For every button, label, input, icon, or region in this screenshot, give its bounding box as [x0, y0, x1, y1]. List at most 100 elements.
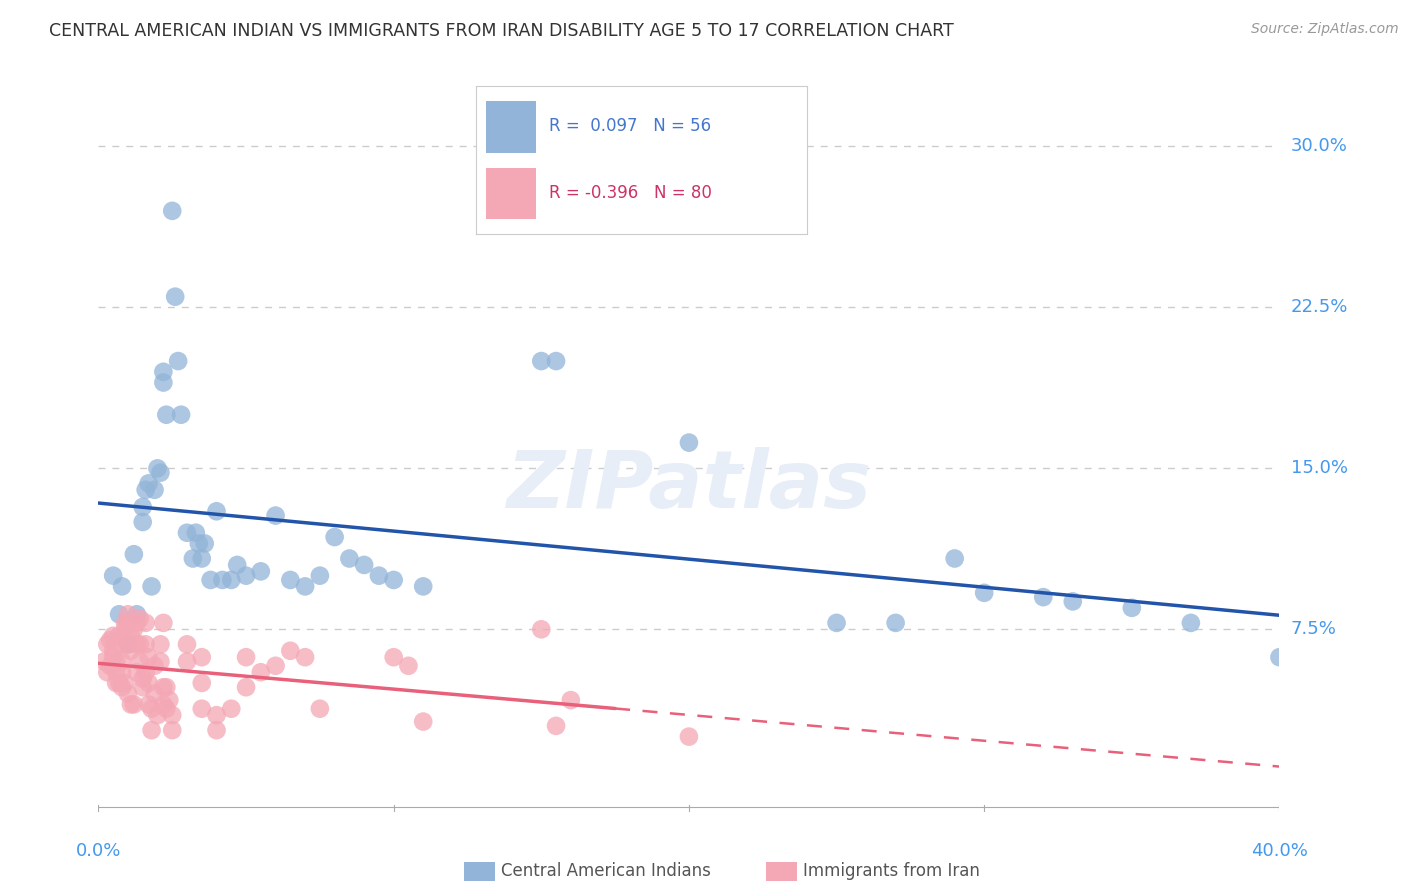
Point [132, 680, 155, 694]
Point [138, 650, 160, 665]
Point [221, 573, 243, 587]
Point [125, 615, 148, 630]
Point [309, 702, 332, 716]
Point [280, 644, 302, 658]
Point [122, 547, 145, 561]
Text: Central American Indians: Central American Indians [501, 863, 710, 880]
Point [155, 702, 177, 716]
Point [412, 714, 434, 729]
Point [103, 629, 125, 643]
Point [132, 672, 155, 686]
Point [546, 354, 568, 368]
Point [98, 633, 121, 648]
Point [108, 676, 131, 690]
Point [108, 629, 131, 643]
Point [678, 730, 700, 744]
Point [825, 615, 848, 630]
Point [294, 650, 316, 665]
Point [155, 408, 177, 422]
Text: 30.0%: 30.0% [1291, 137, 1347, 155]
Point [105, 676, 128, 690]
Point [108, 607, 131, 622]
Point [149, 655, 172, 669]
Point [678, 435, 700, 450]
Point [125, 607, 148, 622]
Point [191, 676, 214, 690]
Point [221, 702, 243, 716]
Point [98, 658, 121, 673]
Point [96, 637, 118, 651]
Point [530, 354, 553, 368]
Y-axis label: Disability Age 5 to 17: Disability Age 5 to 17 [0, 344, 8, 539]
Point [176, 655, 198, 669]
Point [114, 623, 136, 637]
Point [128, 611, 150, 625]
Point [103, 650, 125, 665]
Point [264, 658, 287, 673]
Point [132, 500, 155, 514]
Point [117, 687, 139, 701]
Point [143, 483, 166, 497]
Point [382, 573, 405, 587]
Point [111, 665, 134, 680]
Point [138, 698, 160, 712]
Point [111, 579, 134, 593]
Point [184, 525, 207, 540]
Point [96, 665, 118, 680]
Point [250, 565, 273, 579]
Point [943, 551, 966, 566]
Point [138, 676, 160, 690]
Text: Immigrants from Iran: Immigrants from Iran [803, 863, 980, 880]
Text: Source: ZipAtlas.com: Source: ZipAtlas.com [1251, 22, 1399, 37]
Point [176, 637, 198, 651]
Text: 0.0%: 0.0% [76, 842, 121, 860]
Point [205, 723, 228, 738]
Point [323, 530, 346, 544]
Point [103, 568, 125, 582]
Point [973, 586, 995, 600]
Point [157, 693, 180, 707]
Point [138, 476, 160, 491]
Point [155, 680, 177, 694]
Point [200, 573, 222, 587]
Point [546, 719, 568, 733]
Point [162, 203, 183, 218]
Point [152, 680, 174, 694]
Point [226, 558, 249, 572]
Point [205, 504, 228, 518]
Point [146, 461, 169, 475]
Point [1062, 594, 1084, 608]
Point [111, 680, 134, 694]
Point [368, 568, 391, 582]
Point [250, 665, 273, 680]
Point [117, 615, 139, 630]
Point [128, 655, 150, 669]
Point [884, 615, 907, 630]
Point [162, 723, 183, 738]
Point [398, 658, 420, 673]
Text: 15.0%: 15.0% [1291, 459, 1347, 477]
Point [1032, 590, 1054, 604]
Point [114, 615, 136, 630]
Point [143, 658, 166, 673]
Point [108, 637, 131, 651]
Point [205, 708, 228, 723]
Point [162, 708, 183, 723]
Text: 22.5%: 22.5% [1291, 299, 1348, 317]
Point [122, 698, 145, 712]
Point [167, 354, 190, 368]
Point [117, 637, 139, 651]
Point [117, 607, 139, 622]
Point [530, 623, 553, 637]
Point [93, 655, 115, 669]
Point [146, 708, 169, 723]
Point [235, 568, 257, 582]
Point [125, 665, 148, 680]
Point [187, 536, 209, 550]
Point [176, 525, 198, 540]
Point [149, 637, 172, 651]
Point [309, 568, 332, 582]
Point [120, 629, 142, 643]
Point [143, 687, 166, 701]
Point [149, 466, 172, 480]
